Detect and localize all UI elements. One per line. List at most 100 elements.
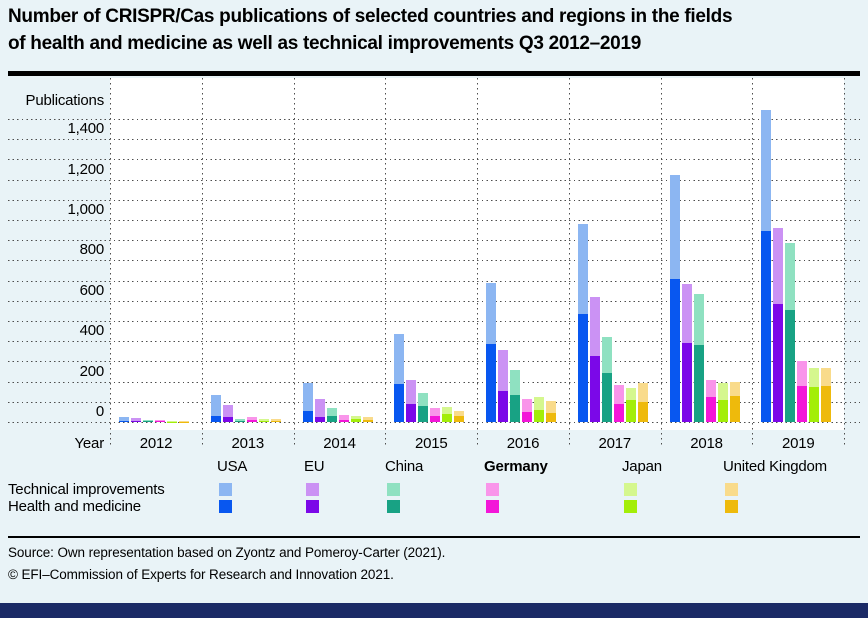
bar-chart: Publications Year 0 200 400 600 800 1,000 1,20… [0, 78, 868, 452]
gridline-y-400 [8, 341, 860, 343]
bar-2017-germany [613, 385, 624, 422]
legend-country-china: China [385, 458, 424, 475]
bar-2015-germany [430, 407, 441, 422]
bar-2018-united-kingdom [729, 381, 740, 422]
legend-swatch-technical-japan [624, 483, 637, 496]
y-tick-label-1400: 1,400 [67, 120, 104, 138]
bar-2014-usa [302, 382, 313, 422]
bar-segment-technical-eu [589, 296, 600, 357]
bar-segment-technical-japan [350, 416, 361, 420]
bar-segment-technical-china [785, 243, 796, 310]
bar-segment-technical-united-kingdom [821, 368, 832, 387]
x-tick-label-2016: 2016 [506, 435, 540, 452]
bar-2015-china [418, 392, 429, 422]
copyright-note: © EFI–Commission of Experts for Research… [8, 567, 394, 582]
bar-segment-technical-united-kingdom [179, 420, 189, 422]
bar-segment-technical-united-kingdom [454, 410, 465, 417]
bar-2018-usa [669, 174, 680, 422]
bar-segment-health-china [234, 420, 245, 422]
bar-segment-technical-japan [625, 388, 636, 400]
gridline-y-600 [8, 300, 860, 302]
year-group-separator [293, 78, 295, 446]
year-group-separator [844, 78, 845, 446]
bar-segment-technical-eu [681, 283, 692, 344]
bar-segment-technical-china [326, 407, 337, 417]
bar-segment-technical-china [510, 370, 520, 395]
bar-2019-japan [809, 368, 820, 422]
chart-legend: Technical improvements Health and medici… [0, 452, 868, 532]
bar-segment-technical-china [143, 419, 153, 422]
bar-segment-technical-eu [222, 405, 233, 418]
bar-2016-usa [486, 282, 496, 422]
bar-2014-united-kingdom [362, 416, 373, 422]
bar-2019-germany [797, 361, 808, 422]
bar-segment-technical-usa [669, 174, 680, 279]
title-divider-rule [8, 71, 860, 76]
bar-2015-usa [394, 334, 405, 422]
bar-2012-japan [167, 420, 177, 422]
bar-segment-technical-eu [773, 228, 784, 304]
bar-segment-health-germany [797, 385, 808, 422]
bar-segment-technical-germany [522, 398, 532, 412]
legend-swatch-health-eu [306, 500, 319, 513]
bar-2013-eu [222, 405, 233, 422]
bar-segment-technical-usa [394, 334, 405, 384]
bar-segment-health-china [143, 421, 153, 422]
gridline-y-200 [8, 381, 860, 383]
bar-segment-health-eu [773, 303, 784, 422]
legend-swatch-technical-united-kingdom [725, 483, 738, 496]
bar-segment-health-usa [577, 313, 588, 422]
bar-segment-health-china [785, 309, 796, 422]
bar-segment-technical-germany [705, 379, 716, 398]
bar-2012-usa [119, 416, 129, 422]
bar-segment-health-japan [258, 420, 269, 422]
chart-title-line1: Number of CRISPR/Cas publications of sel… [8, 6, 733, 27]
bar-segment-health-japan [350, 419, 361, 422]
bar-segment-technical-eu [498, 350, 508, 391]
bar-segment-health-united-kingdom [821, 386, 832, 422]
bar-2015-japan [442, 406, 453, 422]
bar-2019-usa [761, 109, 772, 422]
chart-title: Number of CRISPR/Cas publications of sel… [8, 3, 860, 57]
gridline-y-1000 [8, 220, 860, 221]
x-tick-label-2018: 2018 [690, 435, 723, 452]
bar-segment-health-usa [119, 420, 129, 422]
bar-2018-eu [681, 283, 692, 422]
source-note: Source: Own representation based on Zyon… [8, 545, 446, 560]
y-axis-title: Publications [25, 92, 105, 109]
bar-segment-technical-germany [338, 415, 349, 421]
bar-2017-usa [577, 224, 588, 422]
gridline-y-0 [8, 422, 860, 423]
legend-country-united-kingdom: United Kingdom [723, 458, 827, 475]
bar-segment-health-eu [681, 343, 692, 422]
bar-2018-japan [717, 383, 728, 422]
bar-segment-technical-eu [406, 380, 417, 405]
bar-segment-technical-usa [486, 282, 496, 345]
legend-swatch-technical-usa [219, 483, 232, 496]
x-tick-label-2017: 2017 [598, 435, 632, 452]
bar-segment-technical-japan [167, 420, 177, 422]
source-divider-rule [8, 536, 860, 538]
gridline-y-800 [8, 260, 860, 262]
chart-title-line2: of health and medicine as well as techni… [8, 33, 641, 54]
bar-segment-technical-japan [717, 383, 728, 400]
bar-segment-technical-japan [809, 368, 820, 388]
bar-2013-china [234, 418, 245, 422]
year-group-separator [752, 78, 754, 446]
bar-2012-germany [155, 419, 165, 422]
legend-country-japan: Japan [622, 458, 662, 475]
bar-2017-united-kingdom [637, 382, 648, 422]
bar-segment-technical-china [234, 418, 245, 421]
bar-segment-health-usa [669, 278, 680, 422]
legend-country-usa: USA [217, 458, 248, 475]
bar-segment-health-eu [498, 390, 508, 422]
bar-segment-health-usa [761, 231, 772, 422]
bar-segment-health-united-kingdom [362, 419, 373, 422]
legend-swatch-health-united-kingdom [725, 500, 738, 513]
bar-2014-japan [350, 416, 361, 422]
bar-segment-technical-usa [302, 382, 313, 411]
bar-2018-china [693, 293, 704, 422]
bar-segment-technical-usa [119, 416, 129, 421]
gridline-y-1100 [8, 199, 860, 201]
y-tick-label-1000: 1,000 [67, 201, 104, 218]
